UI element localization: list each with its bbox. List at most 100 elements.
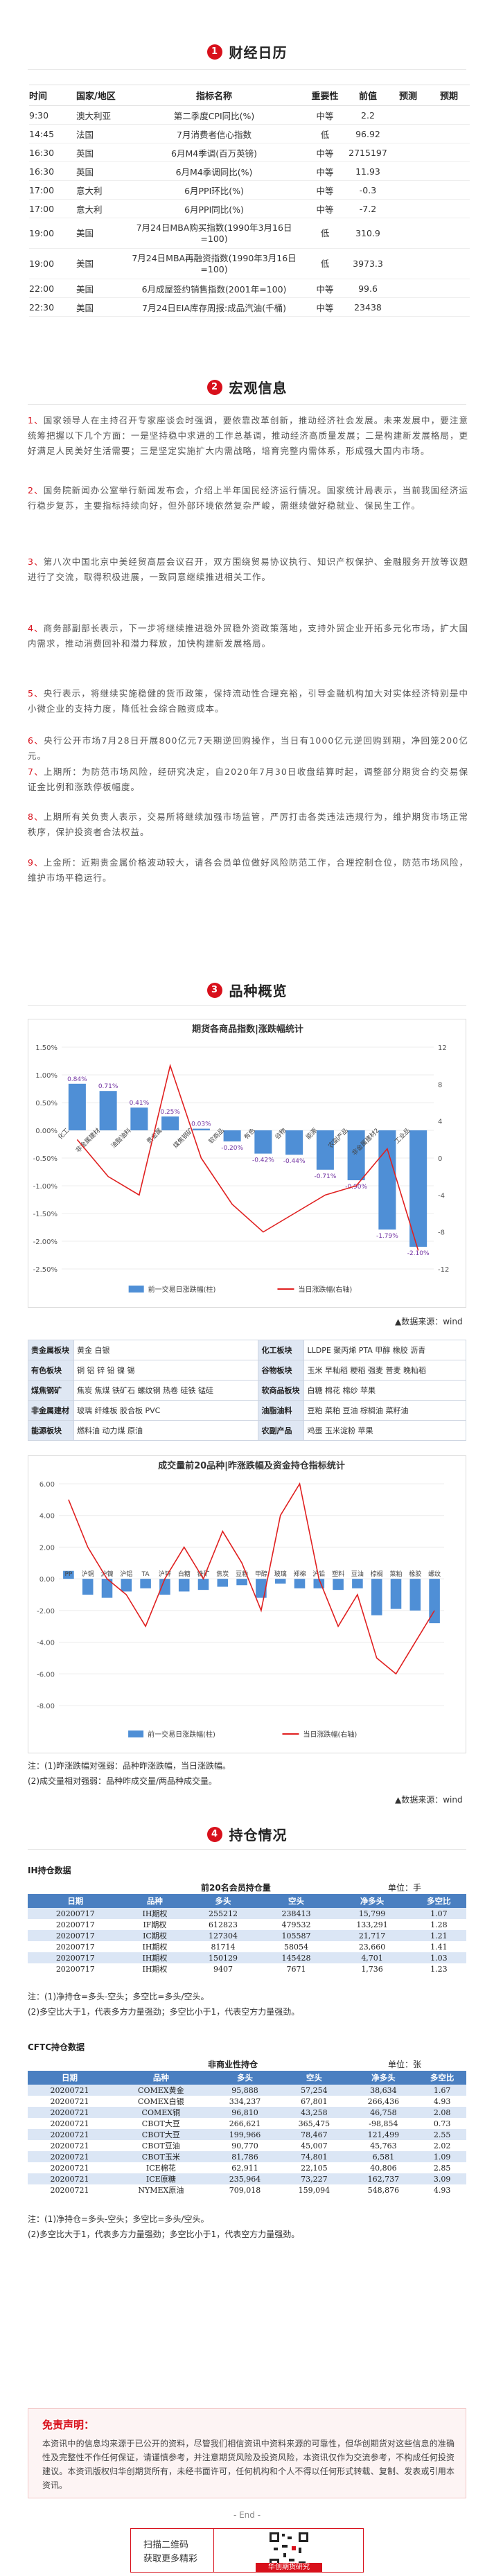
position-cell: 1.41 xyxy=(411,1941,466,1952)
bar xyxy=(130,1107,148,1130)
chart1-svg: 期货各商品指数|涨跌幅统计 -2.50% -2.00% -1.50% -1.00% -0.… xyxy=(33,1024,450,1294)
x-tick-label: 豆油 xyxy=(351,1570,364,1578)
calendar-cell: 6月PPI环比(%) xyxy=(126,180,302,200)
y2-tick-label: 8 xyxy=(438,1081,442,1089)
data-label: -0.42% xyxy=(252,1157,274,1164)
position-cell: CBOT豆油 xyxy=(112,2140,211,2151)
position-row: 20200721 ICE原糖 235,964 73,227 162,737 3.09 xyxy=(28,2173,466,2184)
calendar-cell: 2715197 xyxy=(348,143,388,162)
calendar-cell: 美国 xyxy=(76,218,126,249)
position-cell: COMEX黄金 xyxy=(112,2085,211,2096)
x-tick-label: 甲醇 xyxy=(255,1570,267,1578)
position-header-cell: 多空比 xyxy=(418,2071,466,2085)
calendar-header-cell: 国家/地区 xyxy=(76,85,126,106)
position-cell: 266,436 xyxy=(349,2096,418,2107)
calendar-cell: 19:00 xyxy=(29,218,76,249)
data-label: -2.10% xyxy=(407,1250,430,1257)
macro-item: 2、国务院新闻办公室举行新闻发布会，介绍上半年国民经济运行情况。国家统计局表示，… xyxy=(28,485,468,511)
macro-item: 7、上期所：为防范市场风险，经研究决定，自2020年7月30日收盘结算时起，调整… xyxy=(28,766,468,792)
y-tick-label: -0.50% xyxy=(33,1155,58,1163)
x-tick-label: 橡胶 xyxy=(409,1570,421,1578)
position-cell: 20200721 xyxy=(28,2085,112,2096)
calendar-cell: 7月消费者信心指数 xyxy=(126,124,302,143)
category-members: 鸡蛋 玉米淀粉 苹果 xyxy=(303,1420,466,1441)
calendar-row: 16:30 英国 6月M4季调同比(%) 中等 11.93 xyxy=(29,161,470,181)
position-cell: IH期权 xyxy=(123,1963,187,1974)
x-tick-label: TA xyxy=(141,1571,150,1578)
cftc-subtitle: 非商业性持仓 xyxy=(208,2060,258,2069)
bar xyxy=(159,1579,170,1595)
bar xyxy=(254,1130,272,1154)
position-cell: 6,581 xyxy=(349,2151,418,2162)
position-cell: 1.03 xyxy=(411,1952,466,1963)
position-cell: COMEX白银 xyxy=(112,2096,211,2107)
bar xyxy=(63,1570,74,1579)
position-cell: 2.08 xyxy=(418,2107,466,2118)
data-label: -1.79% xyxy=(376,1233,398,1240)
y-tick-label: -2.00 xyxy=(37,1608,55,1615)
position-cell: 0.73 xyxy=(418,2118,466,2129)
position-cell: 21,717 xyxy=(333,1930,412,1941)
position-cell: 20200717 xyxy=(28,1952,123,1963)
calendar-row: 22:30 美国 7月24日EIA库存周报:成品汽油(千桶) 中等 23438 xyxy=(29,297,470,317)
chart-title: 期货各商品指数|涨跌幅统计 xyxy=(192,1024,303,1035)
data-source: ▲数据来源：wind xyxy=(395,1317,463,1326)
position-cell: 46,758 xyxy=(349,2107,418,2118)
position-cell: 43,258 xyxy=(279,2107,349,2118)
line-series xyxy=(76,1063,419,1251)
category-members: 白糖 棉花 棉纱 苹果 xyxy=(303,1380,466,1401)
calendar-cell: 低 xyxy=(302,218,348,249)
qr-image-box: 华创期货研究 xyxy=(213,2528,364,2573)
position-cell: 9407 xyxy=(186,1963,260,1974)
x-tick-label: 沪镍 xyxy=(100,1570,113,1578)
position-cell: 20200721 xyxy=(28,2107,112,2118)
calendar-table: 时间 国家/地区 指标名称 重要性 前值 预测 预期 9:30 澳大利亚 第二季度C… xyxy=(29,85,470,317)
y-tick-label: -8.00 xyxy=(37,1703,55,1710)
bar xyxy=(352,1579,363,1588)
calendar-cell xyxy=(428,105,470,125)
position-cell: CBOT大豆 xyxy=(112,2118,211,2129)
calendar-cell: 低 xyxy=(302,248,348,279)
position-cell: 20200721 xyxy=(28,2140,112,2151)
calendar-cell xyxy=(388,218,428,249)
qr-badge: 华创期货研究 xyxy=(256,2563,322,2573)
position-cell: 62,911 xyxy=(210,2162,280,2173)
calendar-cell: 中等 xyxy=(302,105,348,125)
data-label: -0.20% xyxy=(221,1145,243,1152)
qr-card: 扫描二维码 获取更多精彩 华创期货研究 xyxy=(130,2528,364,2573)
category-members: 豆粕 菜粕 豆油 棕榈油 菜籽油 xyxy=(303,1400,466,1421)
position-row: 20200717 IF期权 612823 479532 133,291 1.28 xyxy=(28,1919,466,1930)
category-name: 非金属建材 xyxy=(28,1400,74,1421)
bar xyxy=(99,1091,117,1130)
position-header-cell: 净多头 xyxy=(349,2071,418,2085)
calendar-header-cell: 预测 xyxy=(388,85,428,106)
category-name: 软商品板块 xyxy=(258,1380,305,1401)
position-row: 20200721 COMEX黄金 95,888 57,254 38,634 1.67 xyxy=(28,2085,466,2096)
position-cell: 1,736 xyxy=(333,1963,412,1974)
chart-title: 成交量前20品种|昨涨跌幅及资金持仓指标统计 xyxy=(158,1460,345,1471)
data-label: 0.03% xyxy=(191,1121,211,1128)
position-cell: 105587 xyxy=(259,1930,333,1941)
calendar-cell: 9:30 xyxy=(29,105,76,125)
data-label: 0.41% xyxy=(130,1100,150,1107)
calendar-cell xyxy=(388,297,428,317)
y-tick-label: 6.00 xyxy=(39,1481,55,1489)
bar xyxy=(285,1130,303,1155)
category-members: 玻璃 纤维板 胶合板 PVC xyxy=(73,1400,259,1421)
position-note: 注：(1)净持仓=多头-空头；多空比=多头/空头。 xyxy=(28,1992,209,2001)
position-note: (2)多空比大于1，代表多方力量强劲；多空比小于1，代表空方力量强劲。 xyxy=(28,2229,300,2239)
position-cell: IH期权 xyxy=(123,1941,187,1952)
position-cell: 127304 xyxy=(186,1930,260,1941)
bar xyxy=(197,1579,209,1591)
position-note: (2)多空比大于1，代表多方力量强劲；多空比小于1，代表空方力量强劲。 xyxy=(28,2007,300,2017)
category-row: 非金属建材 玻璃 纤维板 胶合板 PVC 油脂油料 豆粕 菜粕 豆油 棕榈油 菜籽油 xyxy=(28,1400,466,1421)
calendar-cell xyxy=(388,143,428,162)
calendar-header-cell: 前值 xyxy=(348,85,388,106)
calendar-cell: 3973.3 xyxy=(348,248,388,279)
category-name: 煤焦钢矿 xyxy=(28,1380,74,1401)
calendar-cell: 意大利 xyxy=(76,180,126,200)
qr-line2: 获取更多精彩 xyxy=(143,2554,198,2564)
y-tick-label: 0.50% xyxy=(35,1100,58,1107)
y-tick-label: -6.00 xyxy=(37,1671,55,1679)
position-cell: 20200721 xyxy=(28,2118,112,2129)
